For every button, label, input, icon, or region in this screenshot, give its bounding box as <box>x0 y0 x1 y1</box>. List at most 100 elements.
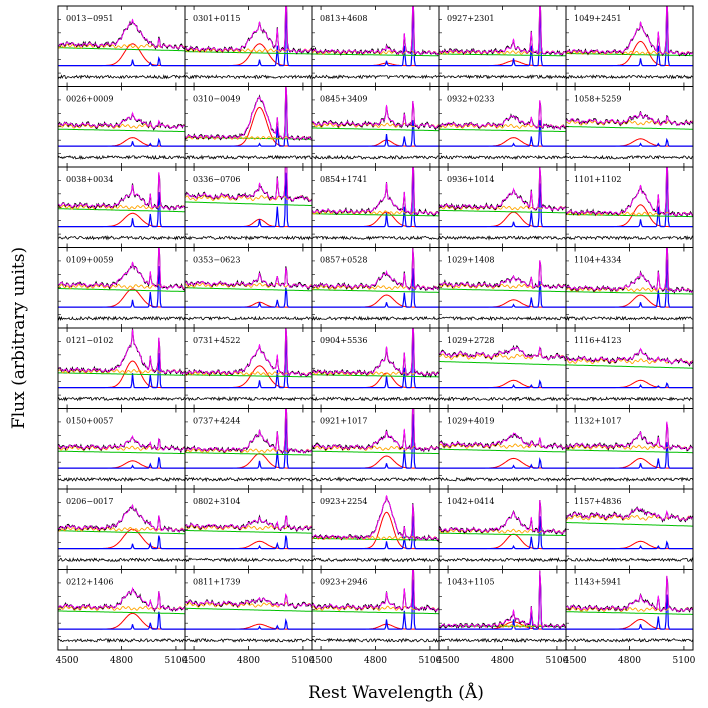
narrow-component-curve <box>439 120 566 147</box>
residual-curve <box>566 637 693 643</box>
narrow-component-curve <box>566 594 693 630</box>
residual-curve <box>312 557 439 563</box>
narrow-component-curve <box>185 172 312 228</box>
residual-curve <box>439 154 566 160</box>
continuum-curve <box>312 213 439 217</box>
model-fit-curve <box>312 495 439 541</box>
residual-curve <box>58 396 185 402</box>
spectrum-panel: 0731+4522 <box>184 327 313 409</box>
spectrum-panel: 0845+3409 <box>311 86 440 168</box>
residual-curve <box>58 637 185 644</box>
panel-label: 0923+2946 <box>320 578 367 587</box>
residual-curve <box>439 637 566 643</box>
x-tick-label: 5100 <box>164 656 187 666</box>
narrow-component-curve <box>312 120 439 147</box>
model-fit-curve <box>566 6 693 56</box>
model-fit-curve <box>185 408 312 454</box>
narrow-component-curve <box>439 457 566 469</box>
spectrum-panel: 1132+1017 <box>565 408 694 490</box>
broad-component-curve <box>58 612 185 630</box>
continuum-curve <box>566 214 693 218</box>
narrow-component-curve <box>439 379 566 389</box>
narrow-component-curve <box>566 137 693 147</box>
continuum-curve <box>566 126 693 130</box>
model-fit-curve <box>312 408 439 452</box>
residual-curve <box>439 235 566 241</box>
narrow-component-curve <box>58 611 185 630</box>
spectrum-panel: 0310−0049 <box>184 86 313 168</box>
model-fit-curve <box>312 100 439 129</box>
continuum-curve <box>312 450 439 455</box>
panel-label: 1116+4123 <box>574 336 621 345</box>
spectrum-panel: 0109+0059 <box>57 247 186 329</box>
continuum-curve <box>439 625 566 627</box>
residual-curve <box>566 396 693 402</box>
x-tick-label: 5100 <box>418 656 441 666</box>
spectrum-panel: 1143+5941 <box>565 569 694 651</box>
broad-component-curve <box>566 294 693 308</box>
model-fit-curve <box>566 575 693 613</box>
model-fit-curve <box>566 167 693 217</box>
panel-label: 1042+0414 <box>447 497 494 506</box>
spectrum-panel: 1101+1102 <box>565 166 694 248</box>
continuum-curve <box>312 127 439 132</box>
x-tick-label: 4800 <box>110 656 133 666</box>
broad-component-curve <box>185 43 312 67</box>
narrow-component-curve <box>312 333 439 389</box>
model-fit-curve <box>566 507 693 521</box>
continuum-curve <box>185 530 312 534</box>
residual-curve <box>185 235 312 241</box>
narrow-component-curve <box>312 268 439 308</box>
panel-label: 1143+5941 <box>574 578 621 587</box>
continuum-curve <box>439 361 566 366</box>
spectrum-panel: 0737+4244 <box>184 408 313 490</box>
spectrum-panel: 1043+1105 <box>438 569 567 651</box>
residual-curve <box>439 74 566 80</box>
x-tick-label: 4500 <box>183 656 206 666</box>
narrow-component-curve <box>58 266 185 308</box>
continuum-curve <box>439 288 566 293</box>
observed-spectrum <box>566 348 693 367</box>
spectrum-panel: 0857+0528 <box>311 247 440 329</box>
broad-component-curve <box>185 623 312 630</box>
spectrum-panel: 0802+3104 <box>184 488 313 570</box>
narrow-component-curve <box>439 575 566 630</box>
model-fit-curve <box>185 86 312 140</box>
model-fit-curve <box>566 347 693 365</box>
narrow-component-curve <box>439 11 566 67</box>
residual-curve <box>58 476 185 482</box>
residual-curve <box>312 315 439 322</box>
model-fit-curve <box>439 167 566 211</box>
residual-curve <box>312 637 439 643</box>
panel-label: 0811+1739 <box>193 578 240 587</box>
continuum-curve <box>566 522 693 527</box>
narrow-component-curve <box>439 516 566 550</box>
residual-curve <box>185 74 312 80</box>
spectrum-panel: 0353−0623 <box>184 247 313 329</box>
narrow-component-curve <box>185 92 312 147</box>
panel-label: 0013−0951 <box>66 14 113 23</box>
residual-curve <box>185 396 312 402</box>
narrow-component-curve <box>185 340 312 389</box>
model-fit-curve <box>185 515 312 531</box>
observed-spectrum <box>566 422 693 452</box>
narrow-component-curve <box>439 183 566 228</box>
observed-spectrum <box>439 260 566 290</box>
observed-spectrum <box>58 436 185 454</box>
model-fit-curve <box>185 267 312 289</box>
spectrum-panel: 0013−0951 <box>57 5 186 87</box>
spectrum-panel: 0336−0706 <box>184 166 313 248</box>
spectrum-panel: 0038+0034 <box>57 166 186 248</box>
residual-curve <box>58 74 185 80</box>
continuum-curve <box>439 128 566 133</box>
model-fit-curve <box>185 6 312 53</box>
model-fit-curve <box>58 111 185 129</box>
residual-curve <box>312 74 439 80</box>
panel-label: 0038+0034 <box>66 175 113 184</box>
spectrum-panel: 0212+1406 <box>57 569 186 651</box>
panel-label: 1104+4334 <box>574 256 621 265</box>
x-tick-label: 4500 <box>310 656 333 666</box>
continuum-curve <box>58 372 185 376</box>
residual-curve <box>312 235 439 241</box>
narrow-component-curve <box>566 11 693 67</box>
